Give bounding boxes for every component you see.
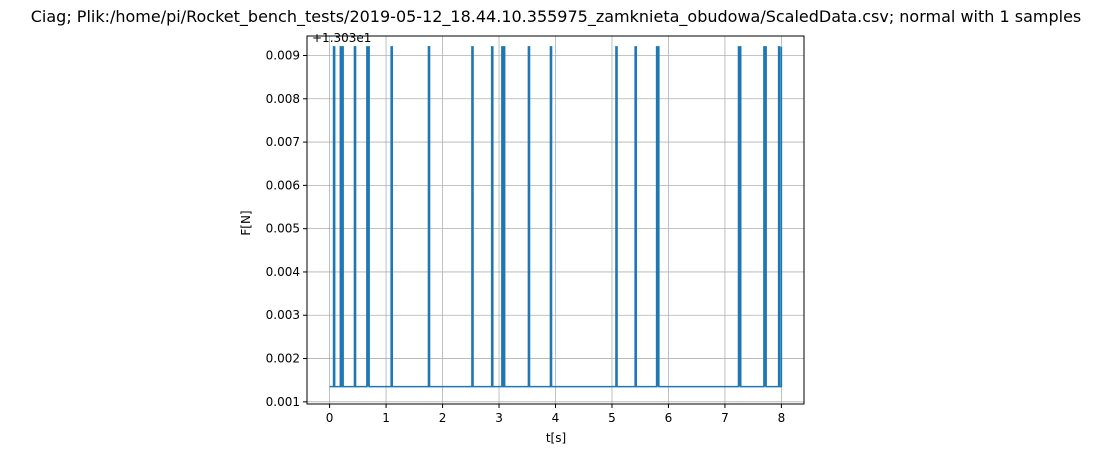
y-tick-label: 0.006 bbox=[266, 178, 300, 192]
y-axis-label: F[N] bbox=[239, 210, 253, 235]
y-tick-label: 0.009 bbox=[266, 48, 300, 62]
y-tick-label: 0.005 bbox=[266, 222, 300, 236]
x-tick-label: 3 bbox=[495, 411, 503, 425]
y-tick-label: 0.008 bbox=[266, 92, 300, 106]
x-axis-label: t[s] bbox=[546, 431, 566, 445]
y-axis-ticks: 0.001 0.002 0.003 0.004 0.005 0.006 0.007 0.008… bbox=[266, 48, 307, 409]
y-axis-offset-text: +1.303e1 bbox=[312, 31, 371, 45]
series-line bbox=[329, 46, 783, 388]
x-tick-label: 6 bbox=[665, 411, 673, 425]
x-tick-label: 8 bbox=[778, 411, 786, 425]
series-layer bbox=[329, 46, 783, 388]
x-tick-label: 5 bbox=[608, 411, 616, 425]
y-tick-label: 0.002 bbox=[266, 352, 300, 366]
x-tick-label: 4 bbox=[552, 411, 560, 425]
x-tick-label: 7 bbox=[721, 411, 729, 425]
x-tick-label: 2 bbox=[439, 411, 447, 425]
y-tick-label: 0.004 bbox=[266, 265, 300, 279]
plot-area: 0 1 2 3 4 5 6 7 8 0.001 0.002 0.003 0.004 0.005 0.006… bbox=[266, 35, 805, 425]
x-axis-ticks: 0 1 2 3 4 5 6 7 8 bbox=[326, 404, 785, 425]
y-tick-label: 0.001 bbox=[266, 395, 300, 409]
x-tick-label: 0 bbox=[326, 411, 334, 425]
chart-title: Ciag; Plik:/home/pi/Rocket_bench_tests/2… bbox=[31, 7, 1082, 27]
y-tick-label: 0.003 bbox=[266, 308, 300, 322]
x-tick-label: 1 bbox=[382, 411, 390, 425]
y-tick-label: 0.007 bbox=[266, 135, 300, 149]
